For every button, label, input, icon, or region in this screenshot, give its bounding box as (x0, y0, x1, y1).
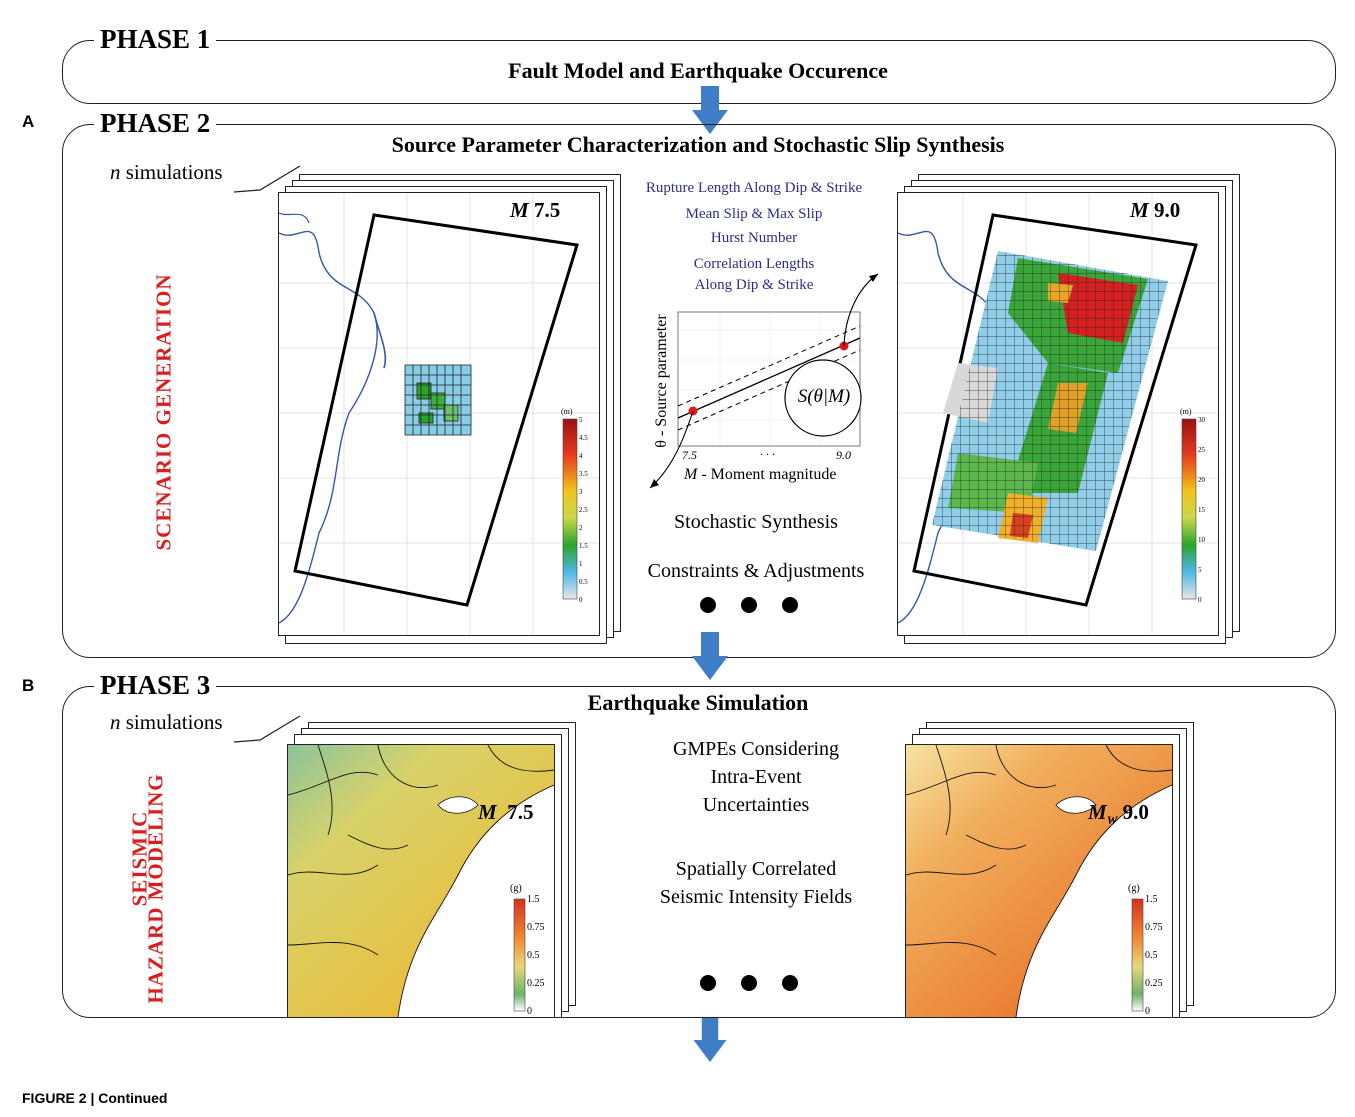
down-arrow-icon (693, 1018, 727, 1062)
graph-x-tick-left: 7.5 (682, 448, 697, 462)
hazard-modeling-label: HAZARD MODELING (143, 773, 168, 1004)
colorbar-tick-label: 3 (579, 487, 583, 496)
param-along-dip: Along Dip & Strike (694, 277, 814, 293)
graph-y-axis-label: θ - Source parameter (653, 314, 670, 448)
slip-map-m90-drawing (898, 193, 1218, 635)
ellipsis-dot (700, 597, 716, 613)
colorbar-tick-label: 5 (579, 415, 583, 424)
graph-circle-label: S(θ|M) (797, 386, 851, 407)
phase1-title: Fault Model and Earthquake Occurence (508, 58, 888, 83)
colorbar-tick-label: 0.5 (579, 577, 588, 586)
left-hazard-magnitude-label: M 7.5 (478, 800, 534, 824)
right-pga-unit: (g) (1128, 883, 1140, 894)
rupture-plane (912, 213, 1198, 607)
param-correlation: Correlation Lengths (693, 256, 815, 272)
scenario-generation-label: SCENARIO GENERATION (151, 273, 176, 551)
left-magnitude-label: M 7.5 (510, 198, 561, 222)
colorbar-tick-label: 0.5 (1145, 950, 1158, 961)
ellipsis-dot (700, 975, 716, 991)
coastline (279, 230, 378, 624)
phase3-box (62, 686, 1336, 1018)
param-hurst: Hurst Number (710, 230, 798, 246)
colorbar-tick-label: 10 (1198, 535, 1205, 544)
stochastic-synthesis-text: Stochastic Synthesis (674, 511, 838, 533)
distribution-circle (784, 359, 862, 437)
field-line-1: Spatially Correlated (675, 858, 837, 880)
colorbar-tick-label: 2.5 (579, 505, 588, 514)
left-colorbar (562, 418, 578, 600)
colorbar-tick-label: 5 (1198, 565, 1202, 574)
slip-grid (932, 251, 1168, 551)
colorbar-tick-label: 15 (1198, 505, 1205, 514)
down-arrow-icon (692, 632, 728, 680)
colorbar-tick-label: 1.5 (579, 541, 588, 550)
ellipsis-dot (741, 597, 757, 613)
colorbar-tick-label: 2 (579, 523, 583, 532)
hazard-map-m75: (g) 1.5 0.75 0.5 0.25 0 (287, 744, 555, 1018)
left-cbar-unit: (m) (561, 407, 573, 416)
colorbar-tick-label: 0 (527, 1006, 532, 1017)
colorbar-tick-label: 0.75 (527, 922, 545, 933)
colorbar-tick-label: 0.25 (527, 978, 545, 989)
gmpe-line-1: GMPEs Considering (672, 738, 840, 760)
colorbar-tick-label: 1 (579, 559, 583, 568)
colorbar-tick-label: 25 (1198, 445, 1205, 454)
colorbar-tick-label: 4.5 (579, 433, 588, 442)
hazard-map-m75-drawing (288, 745, 554, 1017)
gmpe-line-2: Intra-Event (710, 766, 802, 788)
slip-grid (404, 364, 472, 436)
phase2-title: Source Parameter Characterization and St… (391, 132, 1005, 157)
colorbar-tick-label: 3.5 (579, 469, 588, 478)
graph-x-tick-mid: . . . (760, 444, 775, 458)
down-arrow-icon (692, 86, 728, 134)
phase3-sim-pointer (233, 715, 301, 743)
field-line-2: Seismic Intensity Fields (659, 886, 853, 908)
colorbar-tick-label: 20 (1198, 475, 1205, 484)
phase2-simulations-label: n simulations (110, 160, 223, 184)
param-rupture-length: Rupture Length Along Dip & Strike (645, 180, 863, 196)
phase3-simulations-label: n simulations (110, 710, 223, 734)
ellipsis-dot (782, 597, 798, 613)
slip-map-m90: (m) 30 25 20 15 10 5 0 (897, 192, 1219, 636)
panel-letter-b: B (22, 676, 35, 695)
phase2-label: PHASE 2 (94, 108, 217, 138)
colorbar-tick-label: 4 (579, 451, 583, 460)
slip-map-m75: (m) 5 4.5 4 3.5 3 2.5 2 1.5 1 0.5 0 (278, 192, 600, 636)
graph-x-tick-right: 9.0 (836, 448, 851, 462)
colorbar-tick-label: 0 (1198, 595, 1202, 604)
ellipsis-dot (741, 975, 757, 991)
slip-map-m75-drawing (279, 193, 599, 635)
rupture-plane (293, 213, 579, 607)
panel-letter-a: A (22, 112, 35, 131)
constraints-text: Constraints & Adjustments (647, 560, 865, 582)
colorbar-tick-label: 0 (579, 595, 583, 604)
colorbar-tick-label: 1.5 (527, 894, 540, 905)
phase1-label: PHASE 1 (94, 24, 217, 54)
hazard-map-m90: (g) 1.5 0.75 0.5 0.25 0 (905, 744, 1173, 1018)
phase1-box (62, 40, 1336, 104)
colorbar-tick-label: 1.5 (1145, 894, 1158, 905)
phase2-sim-pointer (233, 165, 301, 193)
source-parameter-graph (649, 273, 879, 489)
figure-caption: FIGURE 2 | Continued (22, 1090, 168, 1106)
phase3-label: PHASE 3 (94, 670, 217, 700)
hazard-map-m90-drawing (906, 745, 1172, 1017)
param-mean-slip: Mean Slip & Max Slip (685, 206, 823, 222)
colorbar-tick-label: 0 (1145, 1006, 1150, 1017)
right-colorbar (1181, 418, 1197, 600)
colorbar-tick-label: 0.75 (1145, 922, 1163, 933)
right-cbar-unit: (m) (1180, 407, 1192, 416)
phase3-title: Earthquake Simulation (587, 690, 809, 715)
graph-x-axis-label: M - Moment magnitude (684, 466, 837, 483)
colorbar-tick-label: 0.5 (527, 950, 540, 961)
left-pga-unit: (g) (510, 883, 522, 894)
colorbar-tick-label: 30 (1198, 415, 1205, 424)
colorbar-tick-label: 0.25 (1145, 978, 1163, 989)
right-magnitude-label: M 9.0 (1130, 198, 1181, 222)
right-hazard-magnitude-label: MW 9.0 (1088, 800, 1149, 828)
ellipsis-dot (782, 975, 798, 991)
gmpe-line-3: Uncertainties (702, 794, 810, 816)
